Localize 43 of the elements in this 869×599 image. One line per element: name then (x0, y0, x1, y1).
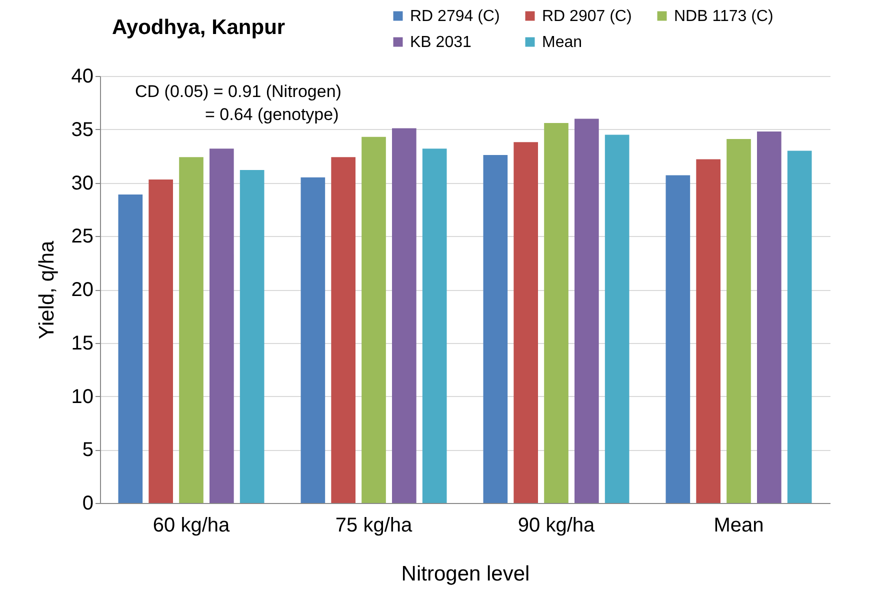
y-axis-title: Yield, q/ha (35, 240, 58, 340)
annotation: = 0.64 (genotype) (205, 105, 339, 124)
bar (210, 148, 234, 503)
y-tick-label: 10 (71, 386, 94, 408)
legend-label: RD 2907 (C) (542, 8, 632, 25)
x-tick-label: Mean (714, 514, 764, 536)
bar (726, 138, 751, 503)
bar (118, 194, 143, 503)
x-tick-label: 60 kg/ha (152, 514, 230, 536)
y-tick-label: 40 (71, 66, 94, 88)
bar (787, 150, 812, 503)
bar (483, 154, 508, 503)
y-tick-label: 30 (71, 172, 94, 194)
bar (240, 170, 264, 503)
legend-label: RD 2794 (C) (410, 8, 500, 25)
legend-label: KB 2031 (410, 34, 472, 51)
y-tick-label: 5 (82, 439, 94, 462)
y-tick-label: 15 (71, 332, 94, 354)
bar (696, 159, 720, 503)
bar (300, 177, 326, 503)
bar (544, 122, 568, 503)
bar (666, 175, 690, 503)
x-axis-title: Nitrogen level (401, 562, 530, 586)
x-tick-label: 90 kg/ha (518, 514, 596, 536)
bar (362, 136, 386, 503)
y-tick-label: 25 (71, 226, 94, 248)
chart-title: Ayodhya, Kanpur (112, 16, 286, 39)
bar (757, 132, 782, 503)
bar (574, 118, 599, 503)
bar (148, 180, 173, 503)
bar (422, 148, 447, 503)
bar (179, 157, 204, 503)
y-tick-label: 35 (71, 118, 94, 141)
y-tick-label: 20 (71, 279, 94, 301)
annotation: CD (0.05) = 0.91 (Nitrogen) (135, 82, 342, 101)
legend-label: Mean (542, 34, 582, 51)
y-tick-label: 0 (82, 492, 94, 514)
bar (392, 128, 416, 503)
bar (331, 157, 356, 503)
bar (514, 142, 538, 503)
legend-label: NDB 1173 (C) (674, 8, 774, 25)
x-tick-label: 75 kg/ha (335, 514, 413, 536)
bar (604, 134, 630, 503)
